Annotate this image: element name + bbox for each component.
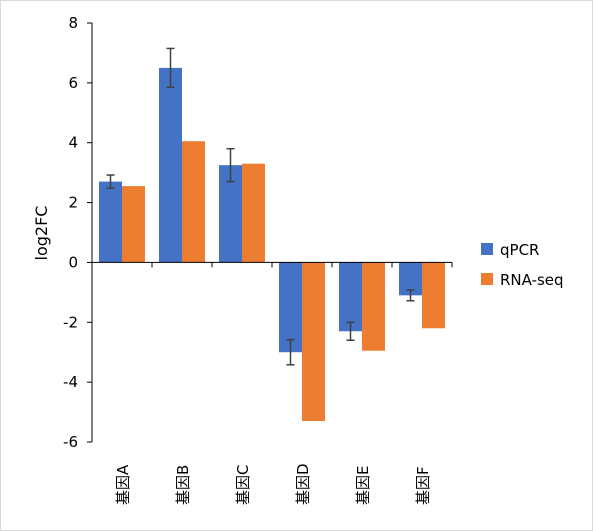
- bar-rna-seq: [362, 262, 385, 351]
- legend-label-rna-seq: RNA-seq: [500, 271, 564, 289]
- bar-qpcr: [399, 262, 422, 296]
- y-axis-title: log2FC: [32, 206, 51, 261]
- bar-qpcr: [159, 67, 182, 263]
- bar-rna-seq: [422, 262, 445, 329]
- y-tick-label: 6: [68, 74, 78, 92]
- legend-swatch-rna-seq: [481, 273, 493, 285]
- bar-rna-seq: [302, 262, 325, 422]
- legend: qPCR RNA-seq: [481, 241, 564, 289]
- bar-rna-seq: [242, 163, 265, 263]
- category-label: 基因D: [294, 463, 312, 505]
- y-axis: 8 6 4 2 0 -2 -4 -6: [63, 14, 93, 451]
- bar-rna-seq: [122, 186, 145, 263]
- legend-label-qpcr: qPCR: [500, 241, 539, 259]
- category-label: 基因A: [114, 464, 132, 505]
- bar-qpcr: [99, 181, 122, 263]
- y-tick-label: -6: [63, 433, 78, 451]
- category-label: 基因F: [414, 466, 432, 505]
- bar-qpcr: [219, 165, 242, 263]
- y-tick-label: 8: [68, 14, 78, 32]
- y-tick-label: -4: [63, 373, 78, 391]
- y-tick-label: -2: [63, 313, 78, 331]
- category-label: 基因E: [354, 466, 372, 505]
- category-label: 基因C: [234, 465, 252, 505]
- x-axis: 基因A 基因B 基因C 基因D 基因E 基因F: [91, 261, 453, 505]
- bar-qpcr: [339, 262, 362, 332]
- bar-rna-seq: [182, 141, 205, 263]
- y-tick-label: 2: [68, 194, 78, 212]
- bar-qpcr: [279, 262, 302, 353]
- bars: [99, 47, 445, 422]
- y-tick-label: 0: [68, 253, 78, 271]
- y-tick-label: 4: [68, 134, 78, 152]
- category-label: 基因B: [174, 465, 192, 505]
- legend-swatch-qpcr: [481, 243, 493, 255]
